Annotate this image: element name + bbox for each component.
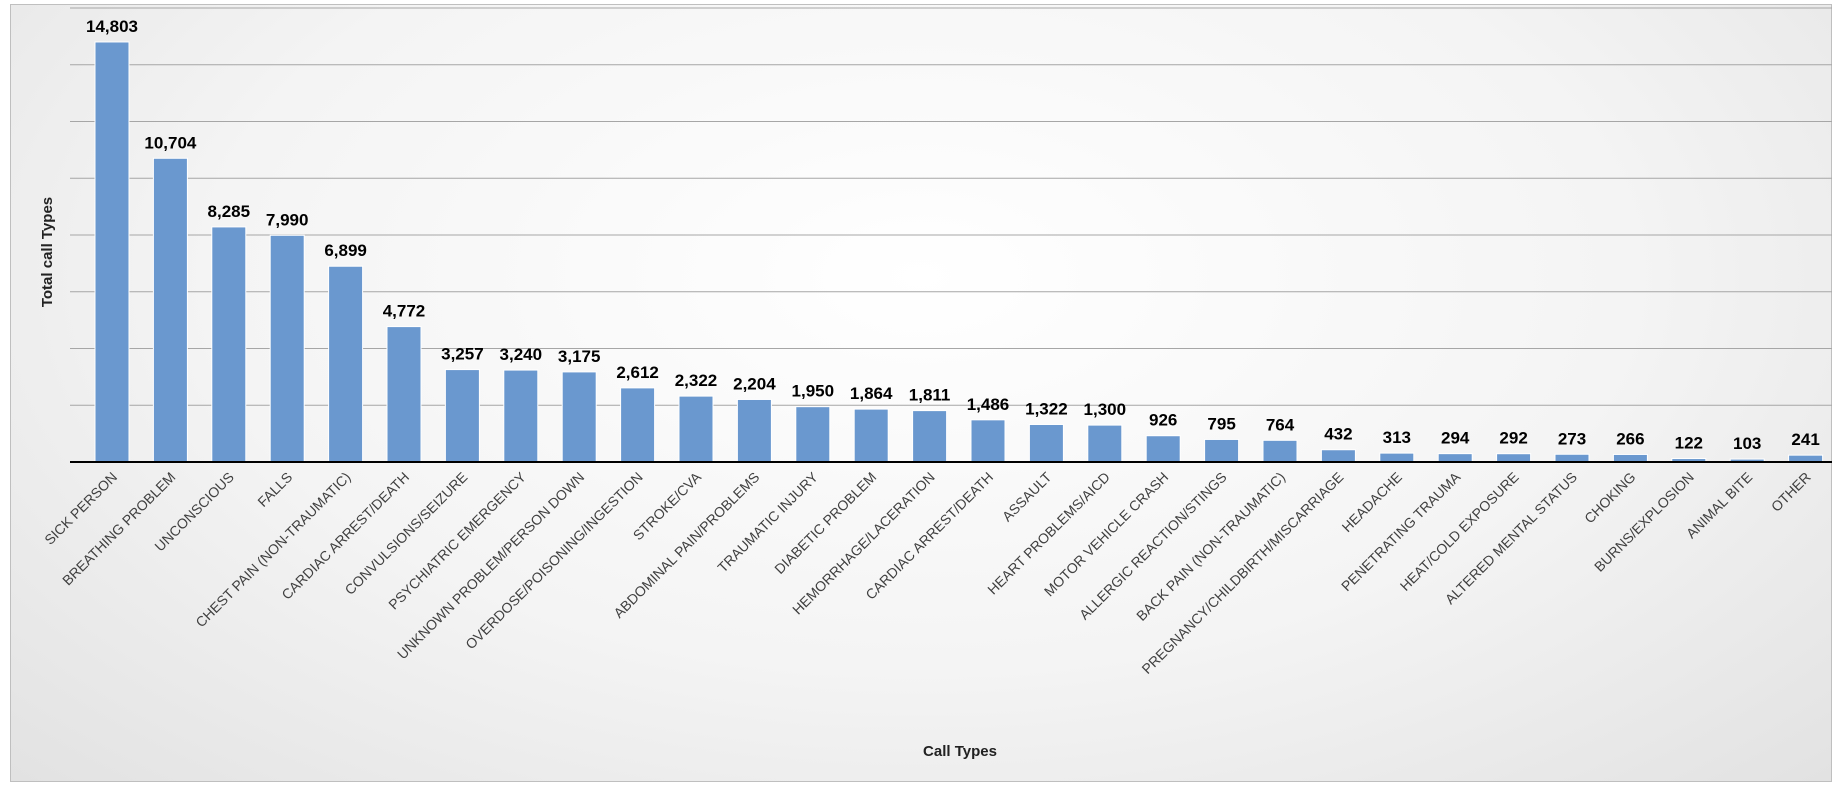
bar (970, 419, 1006, 463)
x-tick-label: CONVULSIONS/SEIZURE (341, 469, 470, 598)
data-label: 1,811 (909, 386, 951, 405)
bar (328, 265, 364, 463)
data-labels: 14,803 10,704 8,285 7,990 6,899 4,772 3,257 3,2… (86, 17, 1820, 453)
x-tick-label: HEAT/COLD EXPOSURE (1397, 469, 1522, 594)
chart-frame (10, 4, 1832, 782)
x-tick-label: BURNS/EXPLOSION (1591, 469, 1697, 575)
bars (94, 41, 1824, 463)
bar (912, 410, 948, 463)
x-tick-label: CHOKING (1581, 469, 1639, 527)
data-label: 241 (1791, 430, 1819, 449)
data-label: 2,612 (616, 363, 659, 382)
bar (1437, 453, 1473, 463)
y-axis-title: Total call Types (39, 197, 56, 307)
data-label: 266 (1616, 429, 1644, 448)
bar (1612, 453, 1648, 463)
bar (269, 234, 305, 463)
data-label: 7,990 (266, 210, 309, 229)
data-label: 8,285 (208, 202, 251, 221)
data-label: 122 (1675, 434, 1703, 453)
data-label: 294 (1441, 429, 1470, 448)
x-tick-label: PENETRATING TRAUMA (1338, 468, 1464, 594)
data-label: 1,486 (967, 395, 1010, 414)
x-tick-label: PREGNANCY/CHILDBIRTH/MISCARRIAGE (1138, 469, 1346, 677)
data-label: 432 (1324, 425, 1352, 444)
bar (152, 157, 188, 463)
data-label: 795 (1207, 414, 1235, 433)
data-label: 1,864 (850, 384, 893, 403)
x-axis-title: Call Types (923, 743, 997, 760)
bar (1554, 453, 1590, 463)
x-tick-label: TRAUMATIC INJURY (714, 468, 821, 575)
bar (561, 371, 597, 463)
data-label: 4,772 (383, 302, 426, 321)
data-label: 1,950 (792, 382, 835, 401)
data-label: 103 (1733, 434, 1761, 453)
bar (444, 369, 480, 463)
bar (1145, 435, 1181, 463)
bar (1262, 439, 1298, 463)
x-tick-label: MOTOR VEHICLE CRASH (1041, 469, 1171, 599)
data-label: 2,204 (733, 374, 776, 393)
bar (795, 406, 831, 463)
data-label: 3,175 (558, 347, 601, 366)
bar (386, 326, 422, 463)
data-label: 6,899 (324, 241, 367, 260)
x-tick-label: FALLS (254, 469, 295, 510)
bar (211, 226, 247, 463)
bar (853, 408, 889, 463)
x-tick-label: HEART PROBLEMS/AICD (984, 469, 1113, 598)
bar (1204, 438, 1240, 463)
bar (678, 395, 714, 463)
bar (1028, 423, 1064, 463)
data-label: 764 (1266, 415, 1295, 434)
bar (503, 369, 539, 463)
data-label: 273 (1558, 429, 1586, 448)
bar (620, 387, 656, 463)
x-tick-label: CARDIAC ARREST/DEATH (862, 469, 996, 603)
data-label: 926 (1149, 411, 1177, 430)
bar (1788, 454, 1824, 463)
bar (736, 398, 772, 463)
data-label: 2,322 (675, 371, 718, 390)
data-label: 14,803 (86, 17, 138, 36)
bar (1087, 424, 1123, 463)
bar (1320, 449, 1356, 463)
bar (1496, 453, 1532, 463)
x-tick-label: OTHER (1768, 469, 1814, 515)
data-label: 10,704 (144, 133, 197, 152)
x-tick-label: ASSAULT (999, 468, 1055, 524)
x-tick-label: DIABETIC PROBLEM (771, 469, 879, 577)
x-tick-label: BREATHING PROBLEM (59, 469, 179, 589)
bar (94, 41, 130, 463)
bar (1379, 452, 1415, 463)
data-label: 3,240 (500, 345, 543, 364)
data-label: 3,257 (441, 345, 484, 364)
data-label: 1,322 (1025, 399, 1068, 418)
data-label: 1,300 (1084, 400, 1127, 419)
data-label: 292 (1499, 429, 1527, 448)
data-label: 313 (1383, 428, 1411, 447)
gridlines (70, 7, 1832, 406)
